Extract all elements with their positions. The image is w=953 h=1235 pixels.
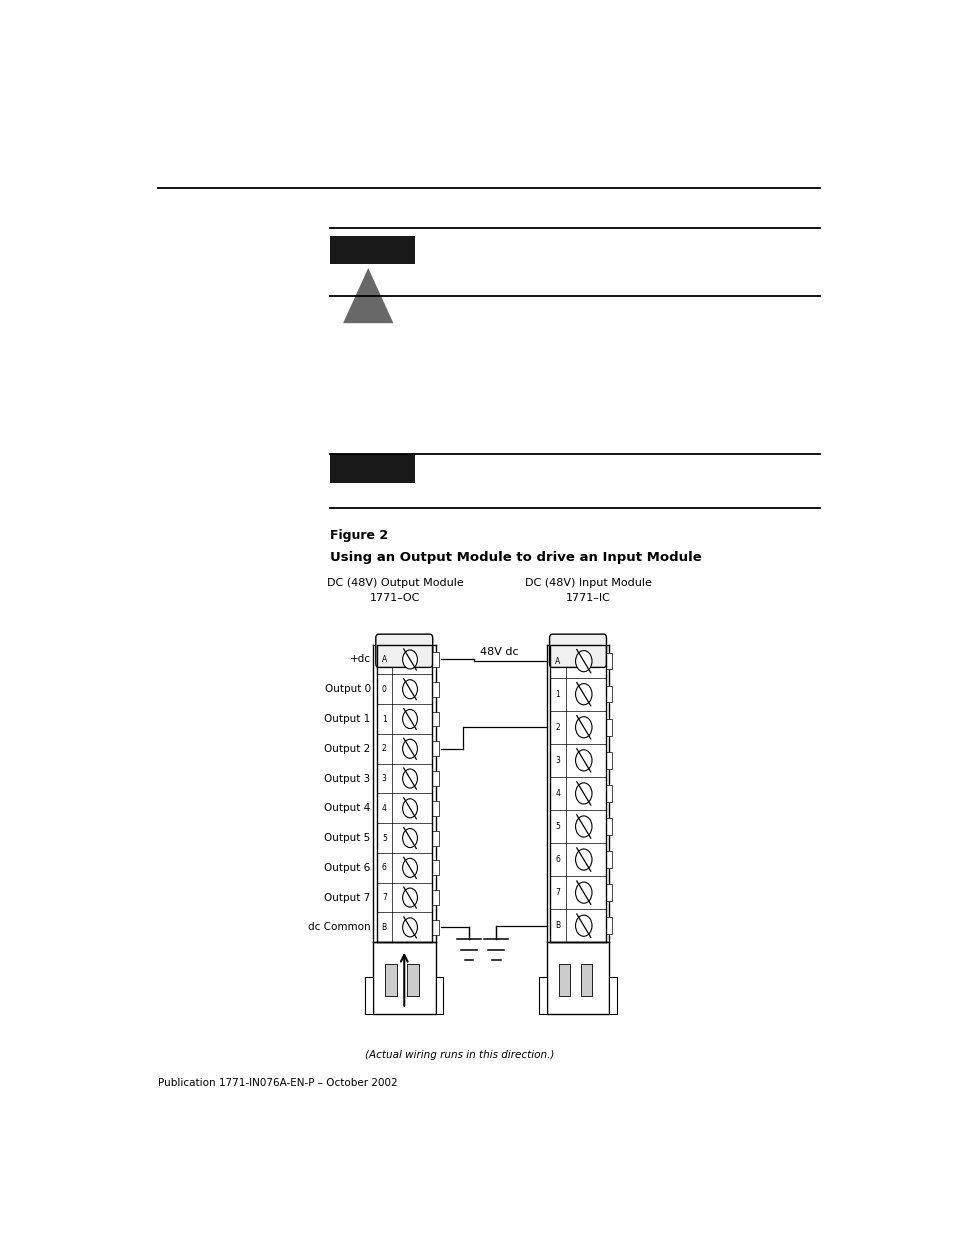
Circle shape: [575, 783, 592, 804]
Circle shape: [402, 858, 417, 877]
Bar: [432, 800, 438, 816]
Circle shape: [575, 684, 592, 705]
Text: DC (48V) Output Module: DC (48V) Output Module: [326, 578, 463, 588]
Text: Output 6: Output 6: [324, 863, 370, 873]
Bar: [605, 785, 612, 802]
Bar: [605, 752, 612, 768]
Bar: [436, 977, 442, 1014]
Bar: [432, 920, 438, 935]
Text: Figure 2: Figure 2: [330, 529, 388, 542]
Text: (Actual wiring runs in this direction.): (Actual wiring runs in this direction.): [365, 1050, 555, 1060]
Circle shape: [575, 750, 592, 771]
Circle shape: [402, 829, 417, 847]
Text: 1771–OC: 1771–OC: [370, 593, 419, 603]
Text: 4: 4: [555, 789, 560, 798]
Text: 6: 6: [555, 855, 560, 864]
Text: Output 0: Output 0: [324, 684, 370, 694]
Text: 2: 2: [555, 722, 559, 732]
Text: B: B: [381, 923, 387, 932]
Text: A: A: [381, 655, 387, 664]
Text: +dc: +dc: [349, 655, 370, 664]
Circle shape: [402, 679, 417, 699]
Text: Output 7: Output 7: [324, 893, 370, 903]
Text: 5: 5: [555, 823, 560, 831]
Text: A: A: [555, 657, 560, 666]
Text: 1: 1: [555, 689, 559, 699]
Circle shape: [575, 882, 592, 903]
Text: 5: 5: [381, 834, 386, 842]
Circle shape: [402, 650, 417, 669]
Bar: [330, 454, 415, 483]
Bar: [432, 771, 438, 785]
Text: DC (48V) Input Module: DC (48V) Input Module: [525, 578, 652, 588]
Circle shape: [402, 799, 417, 818]
Bar: [605, 819, 612, 835]
Text: 3: 3: [381, 774, 386, 783]
Bar: [376, 645, 432, 942]
Polygon shape: [343, 268, 393, 324]
Text: Output 5: Output 5: [324, 834, 370, 844]
Text: Output 1: Output 1: [324, 714, 370, 724]
Bar: [580, 963, 592, 995]
Bar: [605, 719, 612, 736]
Circle shape: [575, 816, 592, 837]
Bar: [550, 645, 605, 942]
Circle shape: [575, 848, 592, 871]
Text: 0: 0: [381, 684, 386, 694]
Bar: [330, 236, 415, 264]
Text: 7: 7: [381, 893, 386, 902]
Circle shape: [402, 709, 417, 729]
Circle shape: [402, 918, 417, 937]
Bar: [546, 942, 609, 1014]
Bar: [605, 884, 612, 900]
Text: 4: 4: [381, 804, 386, 813]
FancyBboxPatch shape: [549, 634, 606, 667]
Text: 3: 3: [555, 756, 560, 764]
Bar: [609, 977, 617, 1014]
Text: 1771–IC: 1771–IC: [566, 593, 611, 603]
Circle shape: [402, 888, 417, 908]
Text: B: B: [555, 921, 560, 930]
Circle shape: [402, 769, 417, 788]
Bar: [365, 977, 373, 1014]
Bar: [605, 851, 612, 868]
Bar: [373, 942, 436, 1014]
Text: Using an Output Module to drive an Input Module: Using an Output Module to drive an Input…: [330, 551, 701, 564]
Text: Output 3: Output 3: [324, 773, 370, 783]
Bar: [605, 653, 612, 669]
Bar: [432, 682, 438, 697]
Circle shape: [402, 740, 417, 758]
Bar: [432, 831, 438, 846]
Bar: [432, 890, 438, 905]
Bar: [605, 918, 612, 934]
FancyBboxPatch shape: [375, 634, 433, 667]
Bar: [432, 861, 438, 876]
Bar: [385, 963, 396, 995]
Circle shape: [575, 915, 592, 936]
Text: 7: 7: [555, 888, 560, 897]
Text: Output 4: Output 4: [324, 803, 370, 814]
Bar: [407, 963, 418, 995]
Bar: [432, 711, 438, 726]
Text: 6: 6: [381, 863, 386, 872]
Text: 48V dc: 48V dc: [479, 647, 518, 657]
Bar: [432, 741, 438, 756]
Text: 1: 1: [381, 715, 386, 724]
Text: Publication 1771-IN076A-EN-P – October 2002: Publication 1771-IN076A-EN-P – October 2…: [157, 1078, 396, 1088]
Circle shape: [575, 651, 592, 672]
Bar: [538, 977, 546, 1014]
Bar: [558, 963, 570, 995]
Text: Output 2: Output 2: [324, 743, 370, 753]
Text: 2: 2: [381, 745, 386, 753]
Circle shape: [575, 716, 592, 737]
Text: dc Common: dc Common: [308, 923, 370, 932]
Bar: [605, 685, 612, 703]
Bar: [432, 652, 438, 667]
